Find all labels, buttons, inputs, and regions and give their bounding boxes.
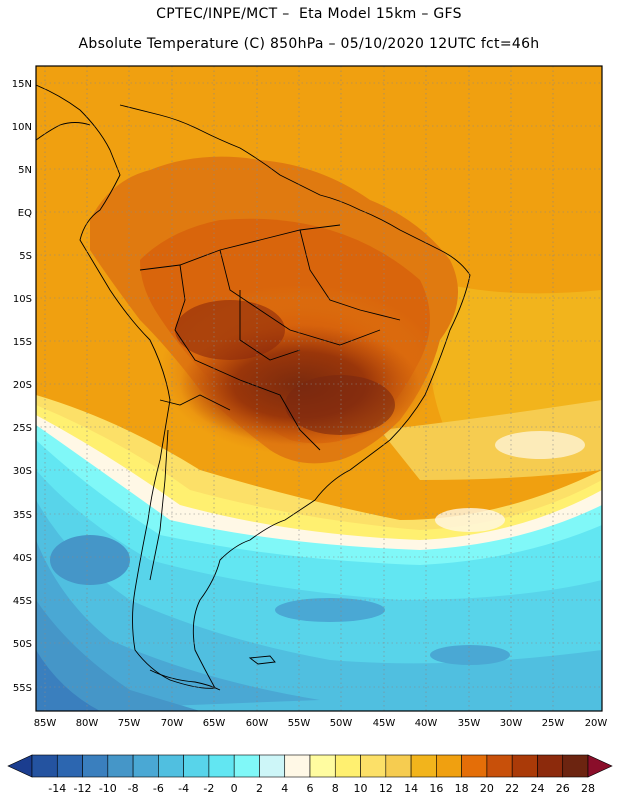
colorbar-arrow-right: [587, 754, 613, 778]
colorbar-swatch: [82, 754, 109, 778]
colorbar-swatch: [132, 754, 159, 778]
colorbar-label: 2: [256, 782, 263, 795]
colorbar-label: -6: [153, 782, 164, 795]
colorbar-swatch: [334, 754, 361, 778]
colorbar-label: -10: [99, 782, 117, 795]
temperature-field: [36, 66, 602, 711]
colorbar-swatch: [107, 754, 134, 778]
lat-label: 50S: [13, 639, 32, 650]
colorbar-label: 0: [231, 782, 238, 795]
lon-label: 40W: [415, 718, 438, 729]
colorbar-label: 4: [281, 782, 288, 795]
lat-label: 35S: [13, 510, 32, 521]
lat-label: EQ: [18, 208, 32, 219]
colorbar-swatch: [259, 754, 286, 778]
colorbar-swatch: [208, 754, 235, 778]
lat-label: 45S: [13, 596, 32, 607]
lon-label: 25W: [542, 718, 565, 729]
lat-label: 40S: [13, 553, 32, 564]
colorbar-label: 18: [455, 782, 469, 795]
lon-label: 20W: [585, 718, 608, 729]
latitude-labels: 15N 10N 5N EQ 5S 10S 15S 20S 25S 30S 35S…: [12, 79, 32, 694]
lon-label: 70W: [161, 718, 184, 729]
lat-label: 15S: [13, 337, 32, 348]
colorbar-swatch: [410, 754, 437, 778]
colorbar-swatch: [183, 754, 210, 778]
colorbar-swatch: [360, 754, 387, 778]
lat-label: 25S: [13, 423, 32, 434]
colorbar-label: -12: [74, 782, 92, 795]
colorbar-swatch: [511, 754, 538, 778]
colorbar-swatch: [309, 754, 336, 778]
lat-label: 5S: [19, 251, 32, 262]
map-subtitle: Absolute Temperature (C) 850hPa – 05/10/…: [78, 36, 540, 52]
colorbar-label: -4: [178, 782, 189, 795]
lat-label: 55S: [13, 683, 32, 694]
lat-label: 20S: [13, 380, 32, 391]
longitude-labels: 85W 80W 75W 70W 65W 60W 55W 50W 45W 40W …: [34, 718, 608, 729]
colorbar-swatch: [436, 754, 462, 778]
lat-label: 10S: [13, 294, 32, 305]
colorbar-swatch: [233, 754, 260, 778]
colorbar-label: 26: [556, 782, 570, 795]
lon-label: 65W: [203, 718, 226, 729]
lon-label: 60W: [246, 718, 269, 729]
lat-label: 10N: [12, 122, 32, 133]
lon-label: 85W: [34, 718, 57, 729]
lat-label: 30S: [13, 466, 32, 477]
lon-label: 75W: [118, 718, 141, 729]
colorbar-label: -14: [48, 782, 66, 795]
colorbar-swatches: [7, 754, 613, 778]
colorbar-label: 16: [429, 782, 443, 795]
lon-label: 35W: [458, 718, 481, 729]
colorbar-swatch: [461, 754, 488, 778]
colorbar-label: 20: [480, 782, 494, 795]
colorbar: -14 -12 -10 -8 -6 -4 -2 0 2 4 6 8 10 12 …: [7, 754, 613, 795]
colorbar-swatch: [562, 754, 589, 778]
lon-label: 50W: [330, 718, 353, 729]
lat-label: 5N: [18, 165, 32, 176]
map-frame: [35, 65, 603, 712]
colorbar-swatch: [56, 754, 83, 778]
colorbar-arrow-left: [7, 754, 33, 778]
colorbar-label: 10: [354, 782, 368, 795]
colorbar-label: 8: [332, 782, 339, 795]
colorbar-label: -2: [203, 782, 214, 795]
lon-label: 80W: [76, 718, 99, 729]
colorbar-label: 14: [404, 782, 418, 795]
colorbar-swatch: [158, 754, 184, 778]
lon-label: 30W: [500, 718, 523, 729]
colorbar-label: 22: [505, 782, 519, 795]
colorbar-label: -8: [128, 782, 139, 795]
colorbar-label: 24: [530, 782, 544, 795]
temperature-map: 15N 10N 5N EQ 5S 10S 15S 20S 25S 30S 35S…: [12, 65, 608, 729]
colorbar-swatch: [385, 754, 412, 778]
lat-label: 15N: [12, 79, 32, 90]
colorbar-swatch: [486, 754, 513, 778]
colorbar-label: 28: [581, 782, 595, 795]
colorbar-swatch: [537, 754, 564, 778]
map-title: CPTEC/INPE/MCT – Eta Model 15km – GFS: [156, 6, 462, 22]
colorbar-label: 12: [379, 782, 393, 795]
lon-label: 55W: [288, 718, 311, 729]
lon-label: 45W: [373, 718, 396, 729]
colorbar-swatch: [31, 754, 58, 778]
colorbar-swatch: [284, 754, 311, 778]
colorbar-label: 6: [307, 782, 314, 795]
colorbar-labels: -14 -12 -10 -8 -6 -4 -2 0 2 4 6 8 10 12 …: [48, 782, 595, 795]
